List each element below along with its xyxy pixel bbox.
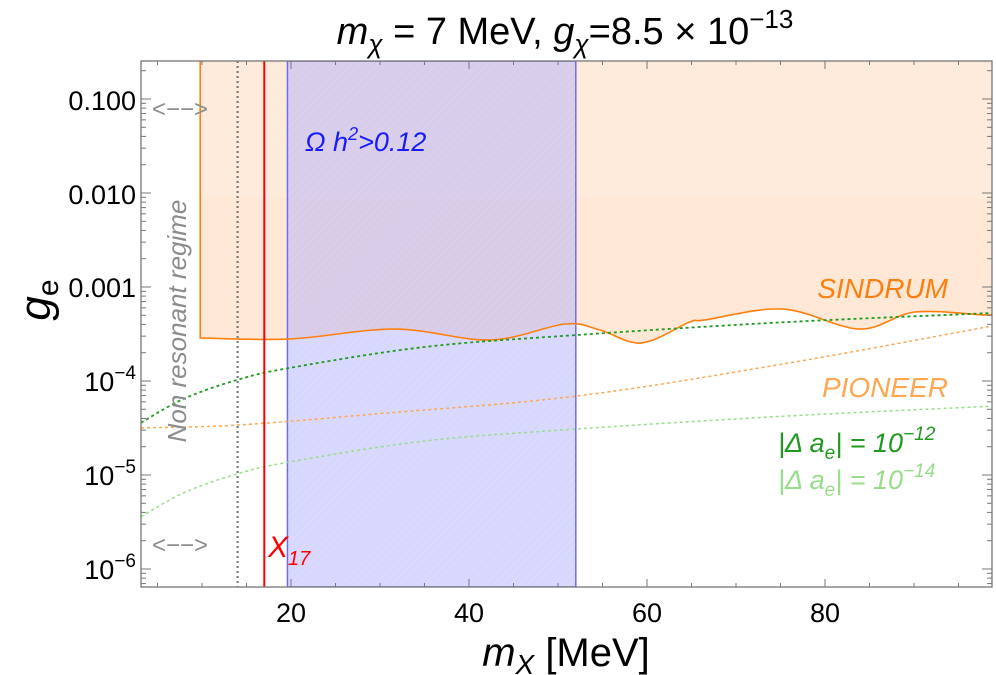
- sindrum-label: SINDRUM: [817, 273, 948, 304]
- x-axis-tick-labels: 20 40 60 80: [276, 598, 840, 628]
- relic-density-label: Ω h2>0.12: [305, 124, 426, 157]
- delta-ae-1e-14-label: |Δ ae| = 10−14: [778, 461, 935, 501]
- axis-ticks: [141, 61, 992, 587]
- plot-area: [141, 61, 992, 587]
- pioneer-curve: [141, 325, 992, 429]
- y-tick-label: 10−6: [84, 551, 136, 585]
- nonresonant-regime-label: Non resonant regime: [162, 200, 192, 443]
- x17-label: X17: [267, 531, 311, 570]
- delta-ae-1e-14-curve: [141, 405, 992, 518]
- sindrum-boundary: [199, 61, 992, 344]
- nonresonant-arrow-bottom: <−−>: [152, 532, 208, 559]
- y-axis-label: ge: [11, 279, 65, 320]
- x-axis-label: mX [MeV]: [482, 631, 650, 675]
- y-tick-label: 0.001: [68, 273, 136, 303]
- nonresonant-arrow-top: <−−>: [152, 96, 208, 123]
- y-tick-label: 0.100: [68, 86, 136, 116]
- y-tick-label: 10−4: [84, 363, 136, 397]
- x-tick-label: 60: [632, 598, 662, 628]
- pioneer-label: PIONEER: [822, 372, 948, 403]
- delta-ae-1e-12-label: |Δ ae| = 10−12: [778, 424, 936, 464]
- delta-ae-1e-12-curve: [141, 312, 992, 424]
- relic-hatch: [287, 61, 576, 587]
- y-tick-label: 10−5: [84, 457, 136, 491]
- y-tick-label: 0.010: [68, 180, 136, 210]
- x-tick-label: 40: [454, 598, 484, 628]
- x-tick-label: 80: [810, 598, 840, 628]
- chart-title: mχ = 7 MeV, gχ=8.5 × 10−13: [337, 4, 794, 59]
- x-tick-label: 20: [276, 598, 306, 628]
- y-axis-tick-labels: 0.100 0.010 0.001 10−4 10−5 10−6: [68, 86, 136, 585]
